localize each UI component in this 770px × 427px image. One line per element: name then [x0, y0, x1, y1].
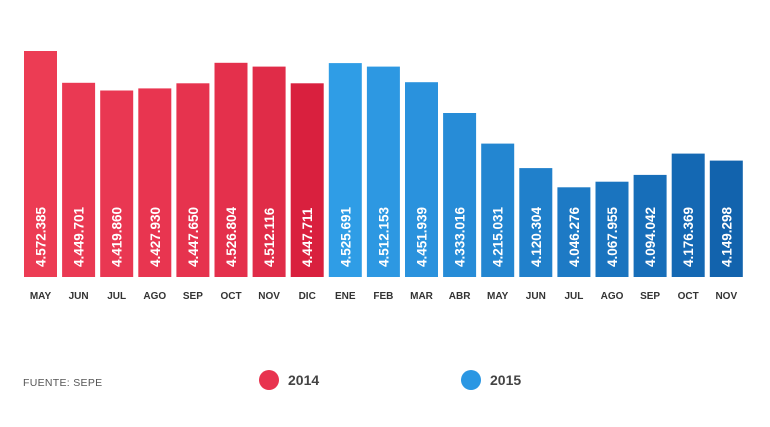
x-tick-label: ABR — [449, 291, 471, 302]
x-tick-label: AGO — [143, 291, 166, 302]
bar-value-label: 4.447.711 — [300, 207, 315, 267]
bar-value-label: 4.512.116 — [262, 207, 277, 267]
x-tick-label: JUN — [526, 291, 546, 302]
bar-jul-2015 — [557, 187, 591, 277]
bar-jun-2014 — [62, 82, 96, 277]
bar-mar-2015 — [405, 82, 438, 277]
bar-value-label: 4.525.691 — [338, 206, 353, 267]
legend-item-2014: 2014 — [259, 370, 319, 390]
bar-value-label: 4.427.930 — [148, 207, 163, 267]
bar-value-label: 4.120.304 — [529, 206, 544, 267]
bar-value-label: 4.449.701 — [72, 206, 87, 267]
bar-abr-2015 — [443, 113, 477, 277]
bar-may-2015 — [481, 143, 515, 277]
x-tick-label: NOV — [715, 291, 737, 302]
bar-value-label: 4.067.955 — [605, 206, 620, 267]
bars-layer: 4.572.385 4.449.701 4.419.860 4.427.930 4.44… — [24, 51, 743, 278]
bar-oct-2015 — [671, 153, 705, 277]
bar-jul-2014 — [100, 90, 134, 277]
x-tick-label: SEP — [183, 291, 203, 302]
x-tick-label: MAR — [410, 291, 434, 302]
bar-value-label: 4.447.650 — [186, 207, 201, 267]
bar-value-label: 4.451.939 — [415, 207, 430, 267]
x-tick-label: NOV — [258, 291, 280, 302]
bar-value-label: 4.419.860 — [110, 207, 125, 267]
bar-value-label: 4.149.298 — [719, 206, 734, 267]
bar-value-label: 4.046.276 — [567, 206, 582, 267]
bar-oct-2014 — [214, 62, 248, 277]
bar-jun-2015 — [519, 168, 553, 277]
bar-value-label: 4.215.031 — [491, 206, 506, 267]
bar-ago-2015 — [595, 181, 629, 277]
x-tick-label: MAY — [30, 291, 52, 302]
x-tick-label: JUN — [69, 291, 89, 302]
x-tick-label: AGO — [601, 291, 624, 302]
bar-nov-2015 — [709, 160, 743, 277]
x-tick-label: JUL — [107, 291, 126, 302]
bar-feb-2015 — [366, 66, 400, 277]
x-tick-label: OCT — [678, 291, 699, 302]
bar-ene-2015 — [328, 63, 362, 277]
x-tick-label: FEB — [373, 291, 393, 302]
x-tick-label: JUL — [564, 291, 583, 302]
bar-value-label: 4.512.153 — [376, 206, 391, 267]
x-tick-label: MAY — [487, 291, 509, 302]
legend-2014-swatch — [259, 370, 279, 390]
bar-nov-2014 — [252, 66, 286, 277]
bar-value-label: 4.572.385 — [34, 206, 49, 267]
bar-value-label: 4.333.016 — [453, 206, 468, 267]
bar-dic-2014 — [290, 83, 324, 277]
x-tick-label: DIC — [299, 291, 316, 302]
legend-2014-label: 2014 — [288, 372, 320, 388]
bar-may-2014 — [24, 51, 57, 277]
legend-2015-swatch — [461, 370, 481, 390]
legend-2015-label: 2015 — [490, 372, 522, 388]
x-axis-ticks: MAY JUN JUL AGO SEP OCT NOV DIC ENE FEB MAR ABR MAY J… — [30, 291, 738, 302]
bar-value-label: 4.176.369 — [681, 207, 696, 267]
bar-sep-2015 — [633, 174, 667, 277]
source-note: FUENTE: SEPE — [23, 377, 103, 389]
x-tick-label: ENE — [335, 291, 356, 302]
x-tick-label: SEP — [640, 291, 660, 302]
bar-value-label: 4.094.042 — [643, 207, 658, 267]
bar-value-label: 4.526.804 — [224, 206, 239, 267]
bar-ago-2014 — [138, 88, 172, 278]
bar-sep-2014 — [176, 83, 210, 277]
legend-item-2015: 2015 — [461, 370, 521, 390]
x-tick-label: OCT — [220, 291, 241, 302]
